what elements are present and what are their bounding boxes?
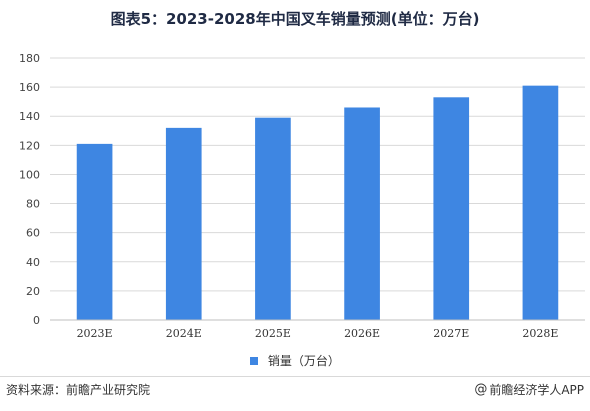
y-tick-label: 20 bbox=[26, 285, 40, 298]
legend: 销量（万台） bbox=[0, 352, 590, 369]
at-icon: @ bbox=[474, 382, 488, 397]
footer-divider bbox=[0, 376, 590, 377]
x-tick-label: 2028E bbox=[522, 327, 558, 340]
y-tick-label: 80 bbox=[26, 198, 40, 211]
y-tick-label: 60 bbox=[26, 227, 40, 240]
bar-2025E bbox=[255, 117, 291, 320]
brand-text: 前瞻经济学人APP bbox=[489, 383, 584, 397]
bar-2023E bbox=[76, 143, 113, 320]
bar-chart: 0 20 40 60 80 100 120 140 160 180 2023E 2024E 2025E… bbox=[19, 52, 585, 340]
x-tick-label: 2025E bbox=[255, 327, 291, 340]
y-tick-label: 120 bbox=[19, 139, 40, 152]
x-tick-label: 2024E bbox=[166, 327, 202, 340]
x-axis-ticks: 2023E 2024E 2025E 2026E 2027E 2028E bbox=[77, 327, 559, 340]
gridlines bbox=[50, 57, 585, 292]
brand: @ 前瞻经济学人APP bbox=[474, 381, 584, 398]
x-tick-label: 2027E bbox=[433, 327, 469, 340]
bar-2028E bbox=[522, 85, 559, 321]
y-tick-label: 0 bbox=[33, 314, 40, 327]
y-tick-label: 180 bbox=[19, 52, 40, 65]
y-tick-label: 40 bbox=[26, 256, 40, 269]
legend-label: 销量（万台） bbox=[267, 354, 340, 368]
source-text: 资料来源：前瞻产业研究院 bbox=[6, 383, 151, 397]
y-tick-label: 140 bbox=[19, 110, 40, 123]
x-tick-label: 2026E bbox=[344, 327, 380, 340]
y-tick-label: 100 bbox=[19, 168, 40, 181]
bar-2027E bbox=[433, 97, 470, 320]
bars bbox=[76, 85, 559, 321]
bar-2026E bbox=[344, 107, 380, 320]
bar-2024E bbox=[165, 127, 202, 320]
y-tick-label: 160 bbox=[19, 81, 40, 94]
legend-swatch bbox=[250, 356, 259, 365]
footer: 资料来源：前瞻产业研究院 @ 前瞻经济学人APP bbox=[6, 381, 584, 398]
y-axis-ticks: 0 20 40 60 80 100 120 140 160 180 bbox=[19, 52, 40, 327]
x-tick-label: 2023E bbox=[77, 327, 113, 340]
chart-title: 图表5：2023-2028年中国叉车销量预测(单位：万台) bbox=[110, 10, 480, 28]
